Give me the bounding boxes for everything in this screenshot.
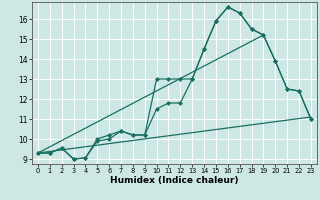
X-axis label: Humidex (Indice chaleur): Humidex (Indice chaleur): [110, 176, 239, 185]
